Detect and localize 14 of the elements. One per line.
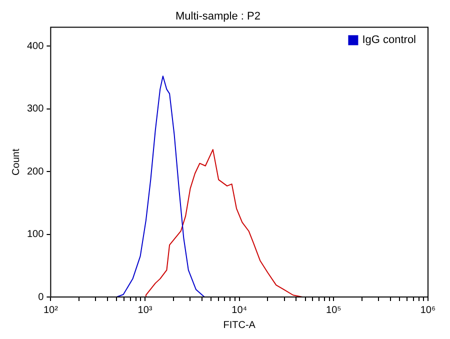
x-axis-title: FITC-A bbox=[223, 320, 256, 331]
x-tick-label: 10⁶ bbox=[420, 304, 436, 316]
x-tick-label: 10⁴ bbox=[232, 304, 248, 316]
x-tick-label: 10² bbox=[43, 304, 59, 316]
y-tick-label: 400 bbox=[26, 40, 44, 52]
x-tick-label: 10⁵ bbox=[326, 304, 342, 316]
y-tick-label: 200 bbox=[26, 166, 44, 178]
legend-label: IgG control bbox=[362, 34, 416, 46]
y-tick-label: 0 bbox=[38, 292, 44, 303]
chart-title: Multi-sample : P2 bbox=[176, 10, 260, 23]
y-tick-label: 300 bbox=[26, 104, 44, 115]
y-tick-label: 100 bbox=[26, 229, 44, 240]
y-axis-title: Count bbox=[10, 148, 22, 176]
x-tick-label: 10³ bbox=[138, 304, 153, 316]
